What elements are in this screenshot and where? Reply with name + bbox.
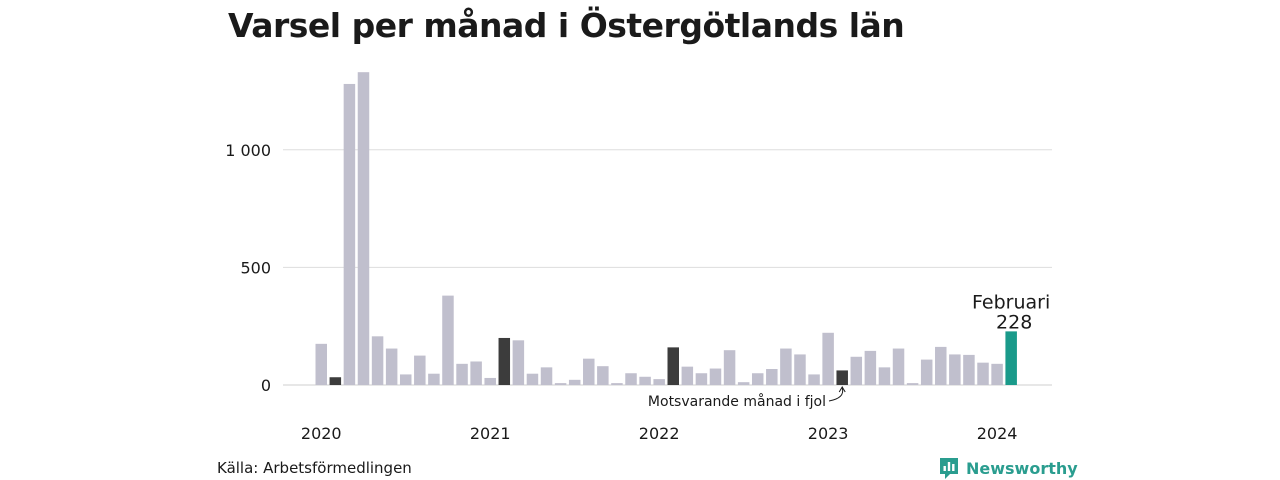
bar-2021-05 — [540, 367, 553, 385]
bar-2021-12 — [639, 376, 651, 385]
source-note: Källa: Arbetsförmedlingen — [217, 459, 412, 477]
bar-2023-06 — [892, 348, 905, 385]
bar-2023-02 — [836, 370, 848, 385]
bar-2022-09 — [766, 369, 778, 385]
brand: Newsworthy — [938, 456, 1078, 480]
bar-2020-08 — [414, 355, 426, 385]
bar-2020-09 — [428, 373, 440, 385]
bar-2021-03 — [512, 340, 525, 385]
bar-2023-05 — [878, 367, 891, 385]
bar-2020-03 — [343, 83, 356, 385]
bar-2020-06 — [385, 348, 398, 385]
bar-2023-11 — [963, 354, 975, 385]
y-tick-label: 0 — [261, 376, 271, 395]
y-axis-ticks: 0 500 1 000 — [225, 141, 271, 395]
bar-2021-04 — [526, 373, 539, 385]
bar-2020-10 — [442, 295, 454, 385]
bar-2021-08 — [583, 358, 595, 385]
bar-2023-03 — [850, 356, 863, 385]
bar-2021-07 — [568, 379, 581, 385]
y-tick-label: 1 000 — [225, 141, 271, 160]
brand-name: Newsworthy — [966, 458, 1078, 478]
bar-2020-12 — [470, 361, 482, 385]
bar-2023-08 — [920, 359, 933, 385]
bar-2022-06 — [723, 350, 736, 385]
highlight-value-label: 228 — [996, 311, 1032, 333]
x-tick-label-2022: 2022 — [639, 424, 680, 443]
highlight-month-label: Februari — [972, 291, 1050, 313]
bar-2020-02 — [329, 377, 342, 385]
bars — [315, 72, 1017, 386]
bar-2022-12 — [808, 374, 820, 385]
bar-2023-01 — [822, 332, 834, 385]
chart-title: Varsel per månad i Östergötlands län — [228, 6, 905, 45]
bar-2022-05 — [709, 368, 722, 385]
bar-2021-09 — [597, 366, 609, 385]
x-tick-label-2021: 2021 — [470, 424, 511, 443]
bar-2022-11 — [794, 354, 806, 385]
bar-2024-02 — [1005, 331, 1017, 385]
comparison-annotation: Motsvarande månad i fjol — [648, 393, 826, 410]
bar-2020-04 — [357, 72, 370, 386]
bar-2021-06 — [554, 383, 567, 385]
bar-2022-01 — [653, 379, 665, 385]
bar-2020-07 — [399, 374, 412, 385]
bar-2021-11 — [625, 373, 637, 385]
bar-2021-01 — [484, 377, 496, 385]
x-axis-ticks: 2020 2021 2022 2023 2024 — [301, 424, 1018, 443]
bar-2022-08 — [751, 373, 764, 385]
bar-2022-03 — [681, 366, 694, 385]
bar-2023-12 — [977, 362, 989, 385]
bar-2023-04 — [864, 350, 877, 385]
x-tick-label-2024: 2024 — [977, 424, 1018, 443]
newsworthy-logo-icon — [940, 458, 958, 479]
y-tick-label: 500 — [240, 258, 271, 277]
comparison-arrow — [828, 387, 844, 402]
bar-2023-09 — [935, 346, 947, 385]
comparison-arrowhead — [838, 386, 846, 393]
bar-2021-02 — [498, 337, 511, 385]
bar-2022-02 — [667, 347, 679, 385]
bar-2021-10 — [611, 383, 623, 385]
bar-2020-01 — [315, 343, 327, 385]
x-tick-label-2020: 2020 — [301, 424, 342, 443]
bar-2020-05 — [371, 336, 384, 385]
bar-2022-10 — [780, 348, 792, 385]
bar-2023-10 — [949, 354, 961, 385]
bar-2024-01 — [991, 363, 1003, 385]
bar-2023-07 — [906, 383, 919, 385]
bar-2022-04 — [695, 373, 708, 385]
bar-2022-07 — [737, 382, 750, 385]
bar-2020-11 — [456, 363, 468, 385]
x-tick-label-2023: 2023 — [808, 424, 849, 443]
